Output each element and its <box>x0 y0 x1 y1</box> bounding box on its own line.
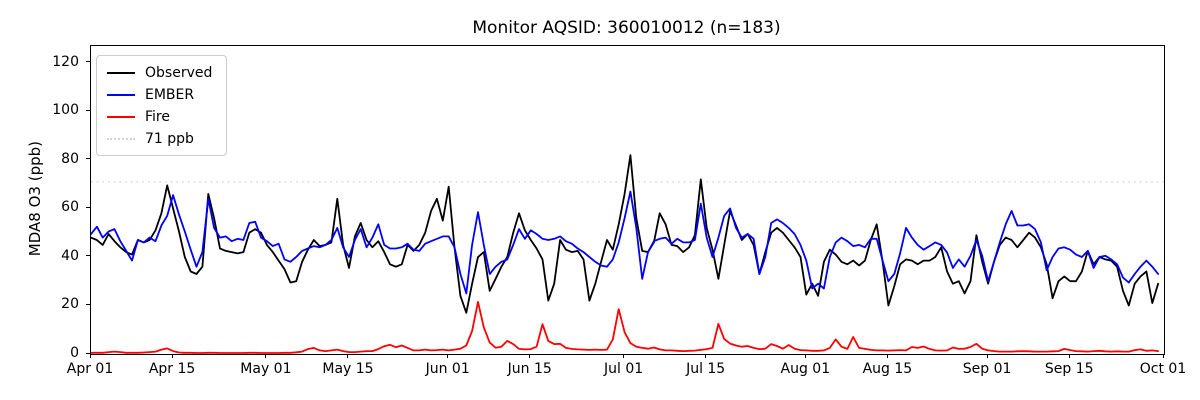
chart-canvas <box>91 154 1164 354</box>
x-tick-label: Jul 15 <box>686 361 726 377</box>
plot-area: Observed EMBER Fire 71 ppb <box>90 45 1165 355</box>
x-tick-mark <box>1162 354 1164 358</box>
x-tick-mark <box>171 354 173 358</box>
x-tick-mark <box>265 354 267 358</box>
y-tick-mark <box>86 352 90 354</box>
y-tick-label: 80 <box>61 150 79 167</box>
y-tick-mark <box>86 255 90 257</box>
y-tick-mark <box>86 303 90 305</box>
y-tick-label: 100 <box>52 102 79 119</box>
legend-label: Observed <box>145 64 213 81</box>
x-tick-mark <box>447 354 449 358</box>
legend-item: EMBER <box>107 86 212 103</box>
y-tick-label: 0 <box>70 345 79 361</box>
x-tick-mark <box>1068 354 1070 358</box>
x-tick-label: Oct 01 <box>1139 361 1187 377</box>
chart-title: Monitor AQSID: 360010012 (n=183) <box>472 18 781 38</box>
y-tick-mark <box>86 206 90 208</box>
legend-line-sample <box>107 137 135 140</box>
y-tick-label: 20 <box>61 296 79 313</box>
y-axis: 0 20 40 60 80 100 120 <box>0 45 90 361</box>
x-tick-label: May 01 <box>240 361 292 377</box>
x-tick-mark <box>529 354 531 358</box>
x-tick-mark <box>705 354 707 358</box>
x-tick-label: May 15 <box>322 361 374 377</box>
legend-label: 71 ppb <box>145 130 194 147</box>
x-tick-label: Sep 01 <box>962 361 1012 377</box>
x-tick-mark <box>886 354 888 358</box>
x-tick-mark <box>347 354 349 358</box>
legend-item: Observed <box>107 64 212 81</box>
x-tick-label: Apr 15 <box>148 361 196 377</box>
x-tick-mark <box>986 354 988 358</box>
observed-line <box>91 154 1159 314</box>
x-tick-mark <box>89 354 91 358</box>
ember-line <box>91 190 1159 295</box>
y-tick-label: 120 <box>52 53 79 70</box>
fire-line <box>91 300 1159 354</box>
x-axis: Apr 01 Apr 15 May 01 May 15 Jun 01 Jun 15 Jul … <box>67 354 1186 394</box>
y-tick-mark <box>86 109 90 111</box>
y-tick-label: 60 <box>61 199 79 216</box>
legend-label: EMBER <box>145 86 195 103</box>
legend: Observed EMBER Fire 71 ppb <box>96 55 228 156</box>
x-tick-label: Apr 01 <box>66 361 114 377</box>
y-tick-mark <box>86 158 90 160</box>
legend-label: Fire <box>145 108 170 125</box>
legend-line-sample <box>107 93 135 96</box>
legend-line-sample <box>107 71 135 74</box>
legend-line-sample <box>107 115 135 118</box>
y-tick-mark <box>86 61 90 63</box>
x-tick-label: Aug 01 <box>780 361 831 377</box>
legend-item: Fire <box>107 108 212 125</box>
x-tick-mark <box>623 354 625 358</box>
x-tick-label: Jun 15 <box>507 361 552 377</box>
x-tick-label: Aug 15 <box>862 361 913 377</box>
x-tick-label: Jun 01 <box>425 361 470 377</box>
x-tick-label: Sep 15 <box>1044 361 1094 377</box>
legend-item: 71 ppb <box>107 130 212 147</box>
y-tick-label: 40 <box>61 247 79 264</box>
x-tick-mark <box>804 354 806 358</box>
x-tick-label: Jul 01 <box>603 361 644 377</box>
